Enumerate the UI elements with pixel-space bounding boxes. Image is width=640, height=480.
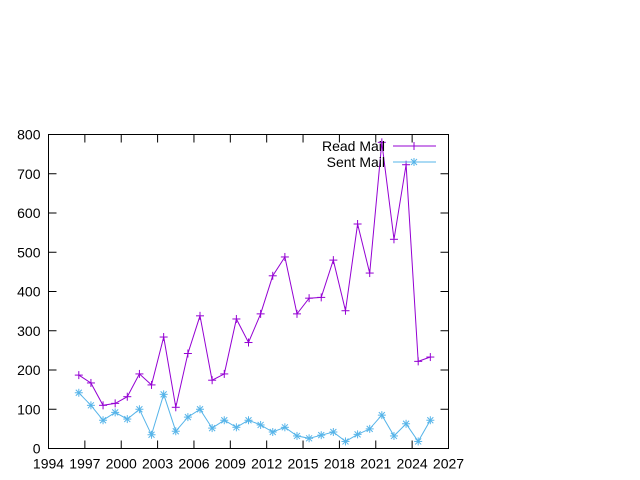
data-point bbox=[196, 311, 205, 320]
data-point bbox=[292, 309, 301, 318]
axes: 0 100 200 300 400 500 600 700 800 1994 1997 2000 200… bbox=[17, 127, 464, 472]
x-tick-label: 2000 bbox=[106, 456, 137, 472]
legend-marker-0 bbox=[410, 142, 418, 150]
y-tick-label: 200 bbox=[17, 362, 41, 378]
data-point bbox=[196, 405, 205, 414]
data-point bbox=[99, 401, 108, 410]
data-point bbox=[414, 437, 423, 446]
data-point bbox=[292, 431, 301, 440]
data-point bbox=[111, 399, 120, 408]
data-point bbox=[329, 428, 338, 437]
data-point bbox=[183, 349, 192, 358]
data-point bbox=[353, 219, 362, 228]
data-point bbox=[111, 408, 120, 417]
data-point bbox=[171, 427, 180, 436]
data-point bbox=[317, 293, 326, 302]
data-point bbox=[341, 437, 350, 446]
x-tick-label: 2018 bbox=[324, 456, 355, 472]
data-point bbox=[232, 423, 241, 432]
y-tick-label: 400 bbox=[17, 284, 41, 300]
data-point bbox=[159, 333, 168, 342]
y-tick-label: 600 bbox=[17, 205, 41, 221]
data-point bbox=[86, 378, 95, 387]
legend-marker-1 bbox=[410, 158, 418, 166]
x-tick-label: 1994 bbox=[33, 456, 64, 472]
data-point bbox=[268, 271, 277, 280]
data-point bbox=[135, 369, 144, 378]
data-point bbox=[123, 392, 132, 401]
x-tick-label: 1997 bbox=[69, 456, 100, 472]
data-point bbox=[365, 424, 374, 433]
data-point bbox=[244, 416, 253, 425]
y-tick-label: 300 bbox=[17, 323, 41, 339]
data-point bbox=[159, 390, 168, 399]
legend-label-0: Read Mail bbox=[322, 138, 385, 154]
data-point bbox=[99, 416, 108, 425]
data-point bbox=[171, 403, 180, 412]
series-line-1 bbox=[78, 392, 431, 443]
x-tick-label: 2012 bbox=[251, 456, 282, 472]
series-line-0 bbox=[78, 142, 431, 408]
data-point bbox=[377, 411, 386, 420]
data-point bbox=[74, 388, 83, 397]
data-point bbox=[147, 380, 156, 389]
y-tick-label: 100 bbox=[17, 401, 41, 417]
data-point bbox=[341, 306, 350, 315]
data-point bbox=[305, 294, 314, 303]
data-point bbox=[256, 309, 265, 318]
data-point bbox=[365, 269, 374, 278]
data-point bbox=[208, 376, 217, 385]
data-point bbox=[86, 401, 95, 410]
data-point bbox=[232, 314, 241, 323]
data-point bbox=[402, 419, 411, 428]
x-tick-label: 2009 bbox=[215, 456, 246, 472]
data-point bbox=[389, 431, 398, 440]
data-point bbox=[305, 434, 314, 443]
data-point bbox=[389, 235, 398, 244]
x-tick-label: 2027 bbox=[433, 456, 464, 472]
data-point bbox=[183, 413, 192, 422]
data-point bbox=[220, 369, 229, 378]
data-point bbox=[280, 423, 289, 432]
data-point bbox=[280, 252, 289, 261]
data-point bbox=[329, 256, 338, 265]
data-point bbox=[147, 430, 156, 439]
y-tick-label: 700 bbox=[17, 166, 41, 182]
x-tick-label: 2003 bbox=[142, 456, 173, 472]
y-tick-label: 800 bbox=[17, 127, 41, 143]
data-point bbox=[268, 428, 277, 437]
x-tick-label: 2015 bbox=[287, 456, 318, 472]
data-point bbox=[414, 357, 423, 366]
x-tick-label: 2021 bbox=[360, 456, 391, 472]
data-point bbox=[220, 416, 229, 425]
data-point bbox=[426, 353, 435, 362]
data-point bbox=[353, 430, 362, 439]
x-tick-label: 2024 bbox=[397, 456, 428, 472]
data-point bbox=[135, 405, 144, 414]
y-tick-label: 0 bbox=[33, 441, 41, 457]
data-point bbox=[377, 138, 386, 147]
data-point bbox=[256, 420, 265, 429]
data-point bbox=[208, 424, 217, 433]
y-tick-label: 500 bbox=[17, 244, 41, 260]
plot-frame bbox=[48, 134, 449, 449]
data-point bbox=[74, 371, 83, 380]
legend-label-1: Sent Mail bbox=[327, 154, 385, 170]
data-point bbox=[123, 415, 132, 424]
data-point bbox=[426, 416, 435, 425]
data-point bbox=[244, 338, 253, 347]
data-point bbox=[317, 431, 326, 440]
series-layer bbox=[74, 138, 435, 446]
x-tick-label: 2006 bbox=[178, 456, 209, 472]
